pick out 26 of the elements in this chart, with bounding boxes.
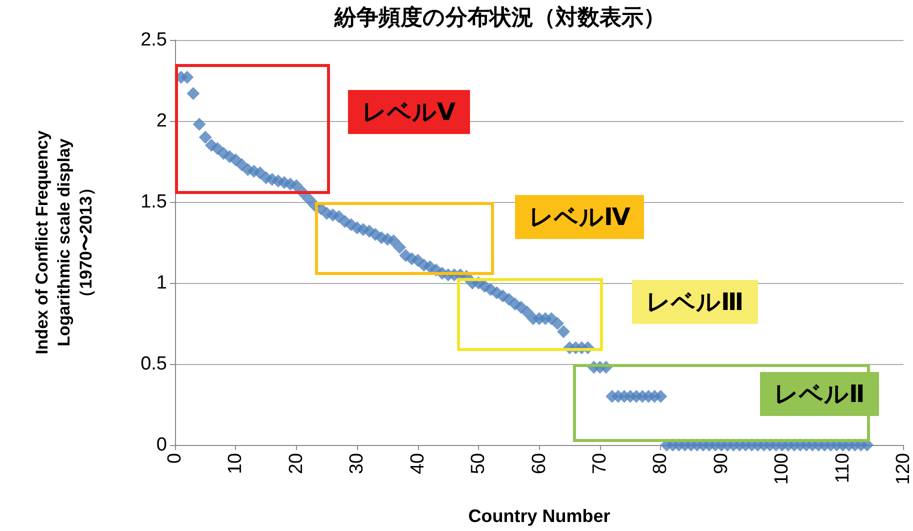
x-tick-label: 110 <box>832 453 854 484</box>
annotation: レベルⅣ <box>515 195 644 239</box>
chart-title: 紛争頻度の分布状況（対数表示） <box>334 4 666 30</box>
x-tick-label: 120 <box>893 453 913 485</box>
x-tick-label: 40 <box>407 453 428 474</box>
annotation: レベルⅤ <box>348 90 470 134</box>
y-tick-label: 1 <box>156 272 167 294</box>
x-tick-label: 90 <box>710 453 732 474</box>
x-tick-label: 10 <box>225 453 246 474</box>
annotation: レベルⅢ <box>632 280 758 324</box>
annotation: レベルⅡ <box>760 372 879 416</box>
x-tick-label: 100 <box>772 453 793 485</box>
x-tick-label: 80 <box>650 453 672 474</box>
y-tick-label: 0 <box>156 434 167 456</box>
x-axis-title: Country Number <box>468 506 610 526</box>
y-tick-label: 1.5 <box>140 192 167 212</box>
x-tick-label: 30 <box>346 453 368 474</box>
y-axis-title: Index of Conflict Frequency Logarithmic scale display （1970〜2013） <box>32 130 96 354</box>
y-tick-label: 2.5 <box>140 30 167 50</box>
y-tick-label: 0.5 <box>140 354 167 374</box>
y-tick-label: 2 <box>156 110 167 132</box>
x-tick-label: 50 <box>468 453 490 474</box>
x-tick-label: 60 <box>528 453 550 474</box>
x-tick-label: 0 <box>164 453 186 464</box>
x-tick-label: 20 <box>286 453 307 474</box>
x-tick-label: 70 <box>589 453 610 474</box>
